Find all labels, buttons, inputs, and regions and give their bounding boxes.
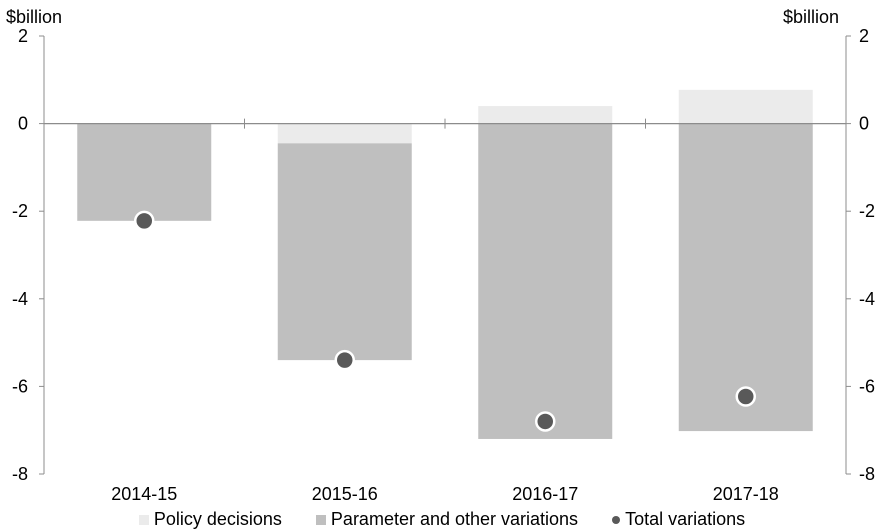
y-tick-label-left: -2 [12,201,28,221]
y-tick-label-right: 0 [859,114,869,134]
y-tick-label-left: -6 [12,376,28,396]
legend: Policy decisions Parameter and other var… [0,509,884,530]
points-layer [134,210,756,432]
x-tick-label-2017-18: 2017-18 [713,484,779,504]
axes-layer [39,35,851,475]
bar-policy-2015-16 [277,123,412,144]
y-tick-label-left: -8 [12,464,28,484]
legend-swatch-parameter [315,514,326,525]
total-variation-point-2014-15 [134,210,155,232]
labels-layer: 2 2 0 0 -2 -2 -4 -4 -6 -6 -8 -8 2014-15 2015-16 2016-1… [12,26,875,504]
y-tick-label-right: -2 [859,201,875,221]
bar-parameter-2015-16 [277,143,412,361]
total-variation-point-2016-17 [535,411,556,432]
legend-marker-total [612,515,621,524]
y-tick-label-left: 2 [18,26,28,46]
y-tick-label-right: 2 [859,26,869,46]
y-tick-label-left: -4 [12,289,28,309]
total-variation-point-2017-18 [735,386,756,407]
left-axis-unit-label: $billion [6,7,62,27]
bars-layer [77,89,813,439]
x-tick-label-2016-17: 2016-17 [512,484,578,504]
legend-label-parameter: Parameter and other variations [330,509,579,529]
bar-parameter-2016-17 [478,123,613,439]
legend-item-policy: Policy decisions [138,509,282,530]
total-variation-point-2015-16 [334,349,355,371]
legend-label-total: Total variations [625,509,746,529]
legend-item-parameter: Parameter and other variations [315,509,579,530]
legend-item-total: Total variations [612,509,745,530]
x-tick-label-2015-16: 2015-16 [312,484,378,504]
y-tick-label-right: -8 [859,464,875,484]
legend-label-policy: Policy decisions [153,509,282,529]
bar-policy-2016-17 [478,106,613,124]
y-tick-label-left: 0 [18,114,28,134]
right-axis-unit-label: $billion [783,7,839,27]
y-tick-label-right: -4 [859,289,875,309]
bar-parameter-2014-15 [77,123,212,221]
y-tick-label-right: -6 [859,376,875,396]
bar-policy-2017-18 [678,89,813,124]
legend-swatch-policy [138,514,149,525]
bar-parameter-2017-18 [678,123,813,432]
x-tick-label-2014-15: 2014-15 [111,484,177,504]
